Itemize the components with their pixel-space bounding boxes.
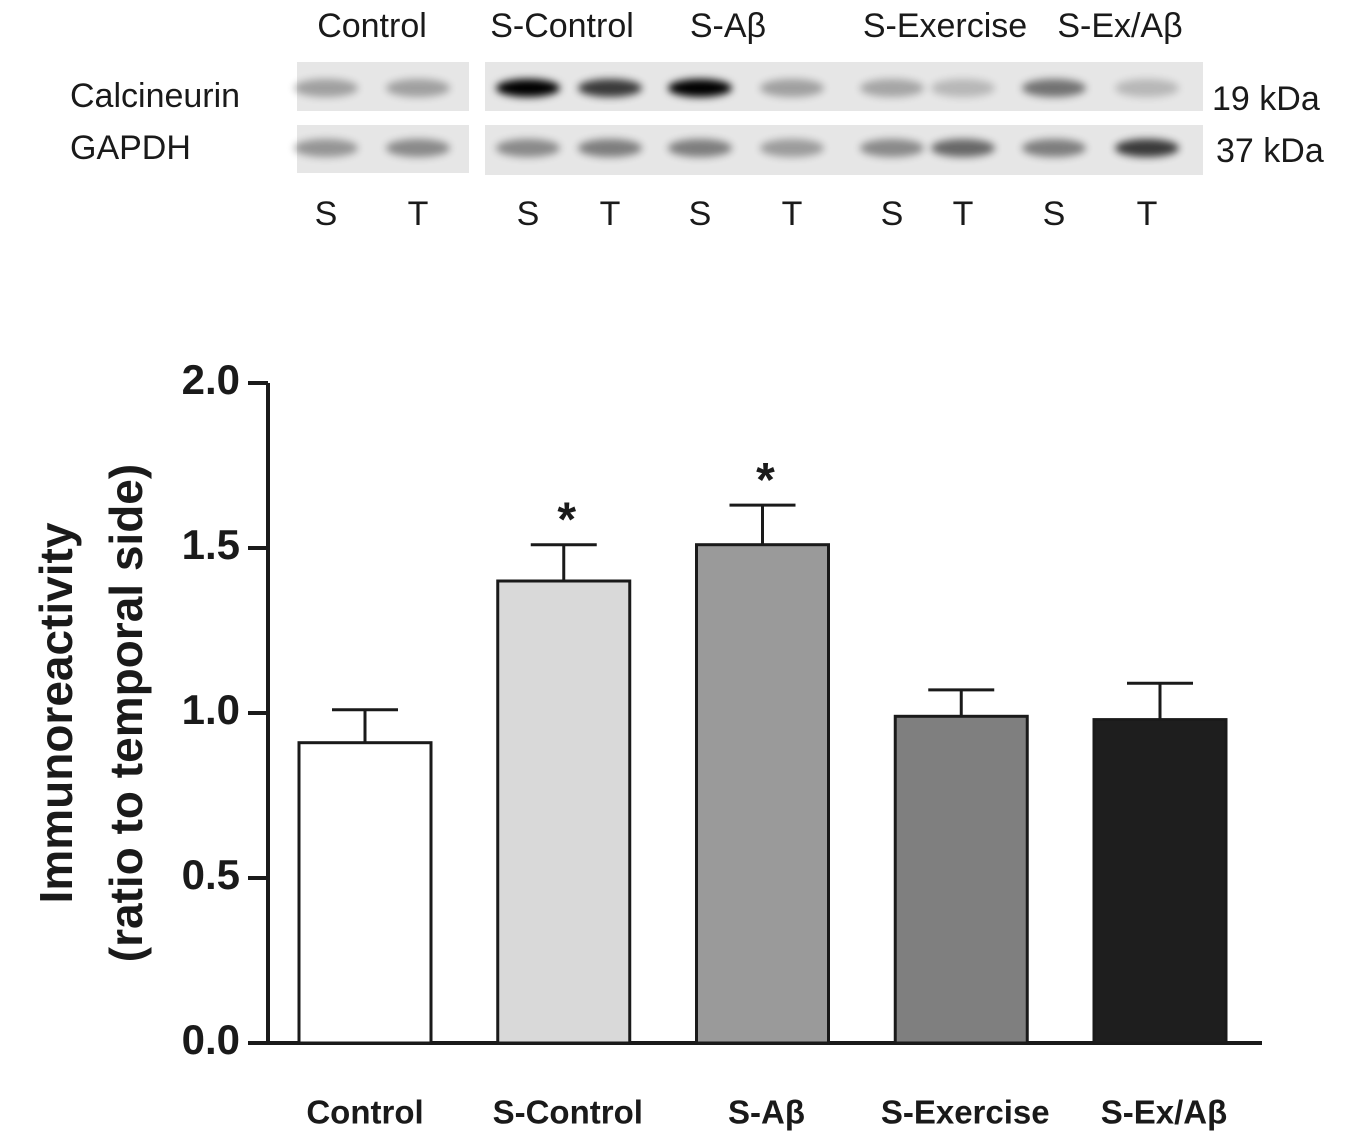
x-tick-label: S-Ex/Aβ <box>1101 1094 1228 1131</box>
x-tick-label: S-Control <box>493 1094 643 1131</box>
y-tick-label: 2.0 <box>182 356 240 403</box>
band <box>931 139 995 157</box>
lane-label: T <box>600 195 621 233</box>
lane-label: S <box>689 195 712 233</box>
band <box>496 139 560 157</box>
significance-marker: * <box>756 454 775 507</box>
blot-group-label: S-Aβ <box>690 7 766 45</box>
blot-row-label: Calcineurin <box>70 77 240 115</box>
band <box>760 139 824 157</box>
lane-label: S <box>881 195 904 233</box>
band <box>294 139 358 157</box>
band <box>294 79 358 97</box>
blot-size-label: 37 kDa <box>1216 132 1324 170</box>
blot-size-label: 19 kDa <box>1212 80 1320 118</box>
lane-label: T <box>1137 195 1158 233</box>
bar <box>1094 720 1226 1043</box>
significance-marker: * <box>557 493 576 546</box>
lane-label: T <box>782 195 803 233</box>
band <box>578 79 642 97</box>
bar <box>498 581 630 1043</box>
band <box>1022 79 1086 97</box>
lane-label: S <box>517 195 540 233</box>
blot-group-label: S-Exercise <box>863 7 1027 45</box>
band <box>668 79 732 97</box>
lane-label: S <box>1043 195 1066 233</box>
bar <box>299 743 431 1043</box>
lane-label: T <box>408 195 429 233</box>
lane-label: S <box>315 195 338 233</box>
band <box>496 79 560 97</box>
y-axis-label: Immunoreactivity <box>30 522 82 903</box>
blot-row-label: GAPDH <box>70 129 191 167</box>
band <box>860 139 924 157</box>
band <box>386 79 450 97</box>
y-tick-label: 0.0 <box>182 1016 240 1063</box>
band <box>668 139 732 157</box>
y-tick-label: 1.5 <box>182 521 240 568</box>
y-tick-label: 1.0 <box>182 686 240 733</box>
band <box>1022 139 1086 157</box>
band <box>760 79 824 97</box>
x-tick-label: Control <box>306 1094 423 1131</box>
band <box>386 139 450 157</box>
band <box>1115 139 1179 157</box>
blot-group-label: Control <box>317 7 427 45</box>
y-tick-label: 0.5 <box>182 851 240 898</box>
bar <box>697 545 829 1043</box>
figure: Control S-Control S-Aβ S-Exercise S-Ex/Aβ Cal… <box>0 0 1368 1138</box>
lane-label: T <box>953 195 974 233</box>
band <box>931 79 995 97</box>
blot-group-label: S-Control <box>490 7 634 45</box>
band <box>578 139 642 157</box>
x-tick-label: S-Aβ <box>728 1094 805 1131</box>
band <box>1115 79 1179 97</box>
y-axis-label: (ratio to temporal side) <box>100 464 152 962</box>
x-tick-label: S-Exercise <box>881 1094 1050 1131</box>
bar <box>895 716 1027 1043</box>
blot-group-label: S-Ex/Aβ <box>1057 7 1182 45</box>
band <box>860 79 924 97</box>
